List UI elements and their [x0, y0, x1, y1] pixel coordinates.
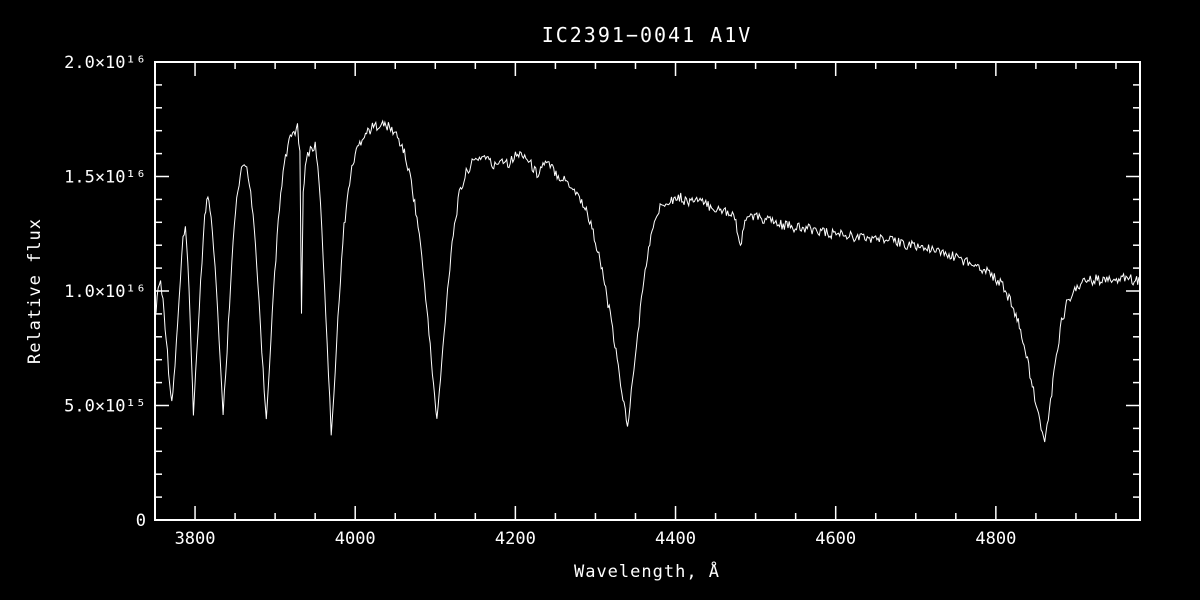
- x-tick-label: 4600: [815, 529, 856, 549]
- y-tick-label: 1.0×10¹⁶: [64, 282, 146, 302]
- plot-frame: [154, 61, 1141, 521]
- y-axis-label: Relative flux: [25, 218, 45, 364]
- chart-title: IC2391−0041 A1V: [542, 23, 753, 47]
- x-axis-label: Wavelength, Å: [574, 560, 720, 582]
- x-tick-label: 4200: [495, 529, 536, 549]
- spectrum-line: [154, 119, 1141, 443]
- x-tick-label: 3800: [175, 529, 216, 549]
- x-tick-label: 4400: [655, 529, 696, 549]
- axes: 3800 4000 4200 4400 4600 4800 0 5.0×10¹⁵ 1.0×10¹…: [64, 53, 1141, 549]
- y-tick-label: 5.0×10¹⁵: [64, 397, 146, 417]
- y-tick-label: 2.0×10¹⁶: [64, 53, 146, 73]
- series-group: [154, 119, 1141, 443]
- y-tick-label: 0: [136, 511, 146, 531]
- x-tick-label: 4000: [335, 529, 376, 549]
- x-tick-label: 4800: [975, 529, 1016, 549]
- y-tick-label: 1.5×10¹⁶: [64, 168, 146, 188]
